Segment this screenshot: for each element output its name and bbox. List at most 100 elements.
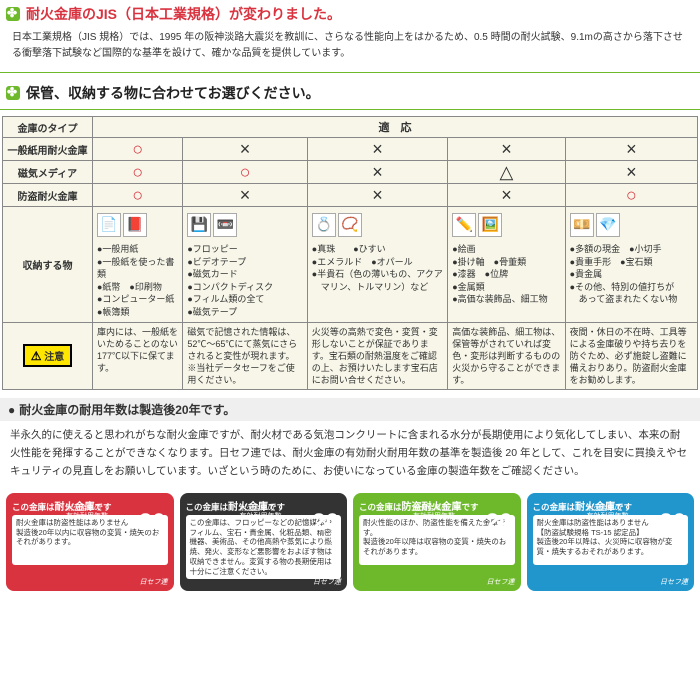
item-line: ●半貴石（色の薄いもの、アクア: [312, 268, 443, 281]
item-icon: 📄: [97, 213, 121, 237]
symbol-cell: ×: [565, 161, 697, 184]
title-1b: が変わりました。: [229, 4, 341, 24]
symbol-cell: ○: [93, 161, 183, 184]
item-line: あって盗まれたくない物: [570, 293, 693, 306]
divider-1: [0, 72, 700, 73]
caution-label: 注意: [44, 352, 64, 363]
warning-icon: ⚠: [31, 349, 42, 363]
section-header-2: 保管、収納する物に合わせてお選びください。: [0, 79, 700, 107]
clover-icon: [6, 7, 20, 21]
info-card: この金庫は耐火金庫です耐火金庫の有効耐用年数20年耐火金庫は防盗性能はありません…: [527, 493, 695, 591]
row-label: 防盗耐火金庫: [3, 184, 93, 207]
info-card: この金庫は耐火金庫です耐火金庫の有効耐用年数20年この金庫は、フロッピーなどの記…: [180, 493, 348, 591]
clover-icon: [6, 86, 20, 100]
symbol-cell: ×: [565, 138, 697, 161]
item-line: ●磁気テープ: [187, 306, 302, 319]
item-icon: 💍: [312, 213, 336, 237]
item-line: ●一般紙を使った書類: [97, 256, 178, 281]
item-icon: 📿: [338, 213, 362, 237]
symbol-cell: ○: [93, 138, 183, 161]
card-sublabel: 耐火金庫の有効耐用年数: [587, 505, 629, 522]
note-cell: 高価な装飾品、細工物は、保管等がされていれば変色・変形は判断するものの火災から守…: [448, 322, 565, 390]
item-line: ●帳簿類: [97, 306, 178, 319]
item-line: ●多額の現金 ●小切手: [570, 243, 693, 256]
item-line: マリン、トルマリン）など: [312, 281, 443, 294]
symbol-cell: ×: [448, 184, 565, 207]
card-yrlabel: 年: [503, 533, 511, 544]
item-cell: 💾📼●フロッピー●ビデオテープ●磁気カード●コンパクトディスク●フィルム類の全て…: [183, 207, 307, 323]
intro-text-1: 日本工業規格（JIS 規格）では、1995 年の阪神淡路大震災を教訓に、さらなる…: [0, 28, 700, 70]
item-line: ●金属類: [452, 281, 560, 294]
item-cell: 💍📿 ●真珠 ●ひすい●エメラルド ●オパール●半貴石（色の薄いもの、アクア マリ…: [307, 207, 447, 323]
cards-row: この金庫は耐火金庫です耐火金庫の有効耐用年数20年耐火金庫は防盗性能はありません…: [0, 489, 700, 601]
note-cell: 庫内には、一般紙をいためることのない 177℃以下に保てます。: [93, 322, 183, 390]
item-line: ●コンパクトディスク: [187, 281, 302, 294]
item-icon: 🖼️: [478, 213, 502, 237]
row-label: 一般紙用耐火金庫: [3, 138, 93, 161]
symbol-cell: ×: [183, 138, 307, 161]
card-sublabel: 耐火金庫の有効耐用年数: [413, 505, 455, 522]
info-card: この金庫は耐火金庫です耐火金庫の有効耐用年数20年耐火金庫は防盗性能はありません…: [6, 493, 174, 591]
card-brand: 日セフ連: [660, 577, 688, 587]
card-sublabel: 耐火金庫の有効耐用年数: [240, 505, 282, 522]
info-card: この金庫は防盗耐火金庫です耐火金庫の有効耐用年数20年耐火性能のほか、防盗性能を…: [353, 493, 521, 591]
divider-2: [0, 109, 700, 110]
band-text: 耐火金庫の耐用年数は製造後20年です。: [19, 403, 235, 417]
item-line: ●貴重手形 ●宝石類: [570, 256, 693, 269]
item-cell: 📄📕 ●一般用紙●一般紙を使った書類●紙幣 ●印刷物●コンピューター紙●帳簿類: [93, 207, 183, 323]
item-line: ●一般用紙: [97, 243, 178, 256]
section-header-1: 耐火金庫のJIS（日本工業規格） が変わりました。: [0, 0, 700, 28]
item-line: ●絵画: [452, 243, 560, 256]
note-cell: 磁気で記憶された情報は、52℃〜65℃にて蒸気にさらされると変性が現れます。※当…: [183, 322, 307, 390]
item-icon: 💴: [570, 213, 594, 237]
card-yrlabel: 年: [676, 533, 684, 544]
item-line: ●エメラルド ●オパール: [312, 256, 443, 269]
item-line: ●紙幣 ●印刷物: [97, 281, 178, 294]
card-brand: 日セフ連: [140, 577, 168, 587]
card-yrlabel: 年: [329, 533, 337, 544]
item-cell: ✏️🖼️ ●絵画●掛け軸 ●骨董類●漆器 ●位牌●金属類●高価な装飾品、細工物: [448, 207, 565, 323]
symbol-cell: △: [448, 161, 565, 184]
symbol-cell: ○: [93, 184, 183, 207]
compatibility-table: 金庫のタイプ 適 応 一般紙用耐火金庫○××××磁気メディア○○×△×防盗耐火金…: [2, 116, 698, 390]
item-icon: ✏️: [452, 213, 476, 237]
item-line: ●貴金属: [570, 268, 693, 281]
item-icon: 📼: [213, 213, 237, 237]
col-left-header: 金庫のタイプ: [3, 117, 93, 138]
note-cell: 火災等の高熱で変色・変質・変形しないことが保証であります。宝石類の耐熱温度をご確…: [307, 322, 447, 390]
card-brand: 日セフ連: [487, 577, 515, 587]
item-line: ●真珠 ●ひすい: [312, 243, 443, 256]
caution-badge: ⚠ 注意: [23, 344, 73, 367]
bullet-icon: ●: [8, 403, 15, 417]
note-cell: 夜間・休日の不在時、工具等による金庫破りや持ち去りを防ぐため、必ず施錠し盗難に備…: [565, 322, 697, 390]
card-brand: 日セフ連: [313, 577, 341, 587]
symbol-cell: ○: [183, 161, 307, 184]
item-icon: 📕: [123, 213, 147, 237]
symbol-cell: ×: [307, 138, 447, 161]
item-icon: 💾: [187, 213, 211, 237]
col-span-header: 適 応: [93, 117, 698, 138]
items-label: 収納する物: [3, 207, 93, 323]
card-yrlabel: 年: [156, 533, 164, 544]
body-text-1: 半永久的に使えると思われがちな耐火金庫ですが、耐火材である気泡コンクリートに含ま…: [0, 425, 700, 489]
item-line: ●フロッピー: [187, 243, 302, 256]
title-2: 保管、収納する物に合わせてお選びください。: [26, 83, 320, 103]
row-label: 磁気メディア: [3, 161, 93, 184]
item-line: ●漆器 ●位牌: [452, 268, 560, 281]
item-line: ●コンピューター紙: [97, 293, 178, 306]
symbol-cell: ×: [183, 184, 307, 207]
caution-cell: ⚠ 注意: [3, 322, 93, 390]
card-sublabel: 耐火金庫の有効耐用年数: [66, 505, 108, 522]
item-line: ●掛け軸 ●骨董類: [452, 256, 560, 269]
title-1a: 耐火金庫のJIS（日本工業規格）: [26, 4, 229, 24]
symbol-cell: ○: [565, 184, 697, 207]
symbol-cell: ×: [307, 161, 447, 184]
item-icon: 💎: [596, 213, 620, 237]
item-line: ●その他、特別の値打ちが: [570, 281, 693, 294]
item-line: ●フィルム類の全て: [187, 293, 302, 306]
item-line: ●高価な装飾品、細工物: [452, 293, 560, 306]
item-cell: 💴💎●多額の現金 ●小切手●貴重手形 ●宝石類●貴金属●その他、特別の値打ちが …: [565, 207, 697, 323]
item-line: ●ビデオテープ: [187, 256, 302, 269]
symbol-cell: ×: [448, 138, 565, 161]
symbol-cell: ×: [307, 184, 447, 207]
